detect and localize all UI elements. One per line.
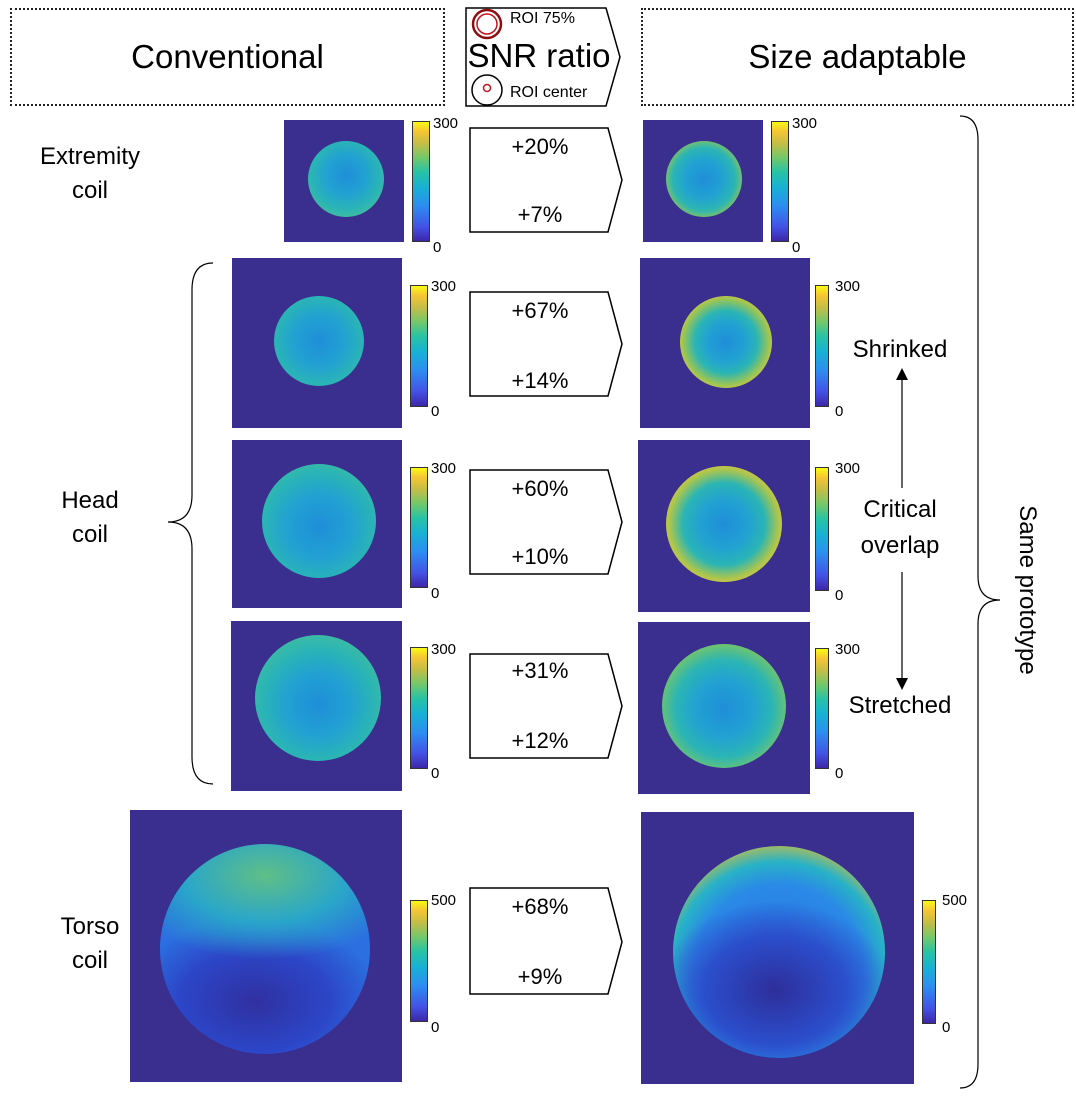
phantom-disc (673, 846, 885, 1058)
extremity-coil-label: Extremity coil (20, 140, 160, 208)
phantom-disc (680, 296, 772, 388)
ratio-center-extremity: +7% (517, 202, 563, 227)
critical-line1: Critical (863, 496, 937, 523)
size-adaptable-title: Size adaptable (748, 38, 967, 75)
stretched-label: Stretched (848, 692, 952, 719)
phantom-disc (308, 141, 384, 217)
torso-label-line1: Torso (60, 913, 120, 940)
colorbar-extremity-conventional (412, 121, 430, 242)
snr-map-head-critical-adaptable (638, 440, 810, 612)
roi-center-icon-outer (471, 74, 503, 106)
head-label-line2: coil (71, 521, 108, 548)
torso-label-line2: coil (71, 947, 108, 974)
roi-75-icon (471, 8, 503, 40)
cbar-max: 300 (835, 460, 861, 477)
snr-map-torso-conventional (130, 810, 402, 1082)
snr-map-torso-adaptable (641, 812, 914, 1084)
colorbar-head-shrinked-adaptable (815, 285, 829, 407)
critical-line2: overlap (860, 532, 940, 559)
ratio-center-torso: +9% (517, 964, 563, 989)
snr-map-head-stretched-conventional (231, 621, 402, 791)
phantom-disc (662, 644, 786, 768)
colorbar-head-shrinked-conventional (410, 285, 428, 407)
cbar-min: 0 (433, 239, 442, 256)
head-label-line1: Head (61, 487, 119, 514)
colorbar-head-critical-conventional (410, 467, 428, 588)
ratio-75-torso: +68% (511, 894, 569, 919)
cbar-min: 0 (792, 239, 801, 256)
cbar-min: 0 (835, 403, 844, 420)
ratio-chevron-torso (469, 887, 623, 995)
ratio-chevron-head-shrinked (469, 291, 623, 397)
cbar-max: 300 (431, 460, 457, 477)
ratio-center-head-critical: +10% (511, 544, 569, 569)
phantom-disc (274, 296, 364, 386)
size-adaptable-header: Size adaptable (641, 8, 1074, 106)
roi-75-label: ROI 75% (510, 10, 575, 27)
same-prototype-label: Same prototype (1014, 505, 1041, 675)
cbar-max: 500 (942, 892, 968, 909)
conventional-title: Conventional (131, 38, 324, 75)
conventional-header: Conventional (10, 8, 445, 106)
snr-map-extremity-adaptable (643, 120, 763, 242)
cbar-max: 300 (792, 115, 818, 132)
ratio-75-head-stretched: +31% (511, 658, 569, 683)
torso-coil-label: Torso coil (30, 910, 150, 978)
ratio-chevron-extremity (469, 127, 623, 233)
colorbar-head-stretched-adaptable (815, 648, 829, 769)
cbar-max: 300 (835, 641, 861, 658)
cbar-min: 0 (835, 765, 844, 782)
cbar-min: 0 (431, 1019, 440, 1036)
colorbar-torso-adaptable (922, 900, 936, 1024)
snr-map-extremity-conventional (284, 120, 404, 242)
snr-map-head-shrinked-adaptable (640, 258, 810, 428)
roi-center-label: ROI center (510, 84, 588, 101)
phantom-disc (255, 635, 381, 761)
phantom-disc (160, 844, 370, 1054)
ratio-75-head-critical: +60% (511, 476, 569, 501)
ratio-75-extremity: +20% (511, 134, 569, 159)
snr-map-head-critical-conventional (232, 440, 402, 608)
roi-center-icon (482, 83, 492, 93)
arrow-up-head (896, 368, 908, 380)
snr-map-head-stretched-adaptable (638, 622, 810, 794)
ratio-center-head-shrinked: +14% (511, 368, 569, 393)
colorbar-torso-conventional (410, 900, 428, 1022)
cbar-max: 300 (433, 115, 459, 132)
cbar-min: 0 (431, 765, 440, 782)
shrinked-label: Shrinked (852, 336, 948, 363)
cbar-min: 0 (942, 1019, 951, 1036)
arrow-down-head (896, 678, 908, 690)
ratio-chevron-head-critical (469, 469, 623, 575)
ratio-75-head-shrinked: +67% (511, 298, 569, 323)
cbar-max: 300 (431, 641, 457, 658)
snr-ratio-title: SNR ratio (467, 37, 611, 74)
snr-header-chevron (465, 7, 621, 107)
snr-map-head-shrinked-conventional (232, 258, 402, 428)
colorbar-head-stretched-conventional (410, 647, 428, 769)
ratio-chevron-head-stretched (469, 653, 623, 759)
cbar-min: 0 (835, 587, 844, 604)
phantom-disc (262, 464, 376, 578)
ratio-center-head-stretched: +12% (511, 728, 569, 753)
extremity-label-line2: coil (71, 177, 108, 204)
extremity-label-line1: Extremity (39, 143, 140, 170)
phantom-disc (666, 466, 782, 582)
same-prototype-brace (959, 115, 1001, 1089)
critical-overlap-label: Critical overlap (840, 492, 960, 564)
cbar-max: 300 (431, 278, 457, 295)
cbar-min: 0 (431, 403, 440, 420)
head-coil-label: Head coil (30, 484, 150, 552)
cbar-min: 0 (431, 585, 440, 602)
cbar-max: 300 (835, 278, 861, 295)
cbar-max: 500 (431, 892, 457, 909)
phantom-disc (666, 141, 742, 217)
head-coil-brace (167, 262, 214, 785)
colorbar-head-critical-adaptable (815, 467, 829, 591)
colorbar-extremity-adaptable (771, 121, 789, 242)
